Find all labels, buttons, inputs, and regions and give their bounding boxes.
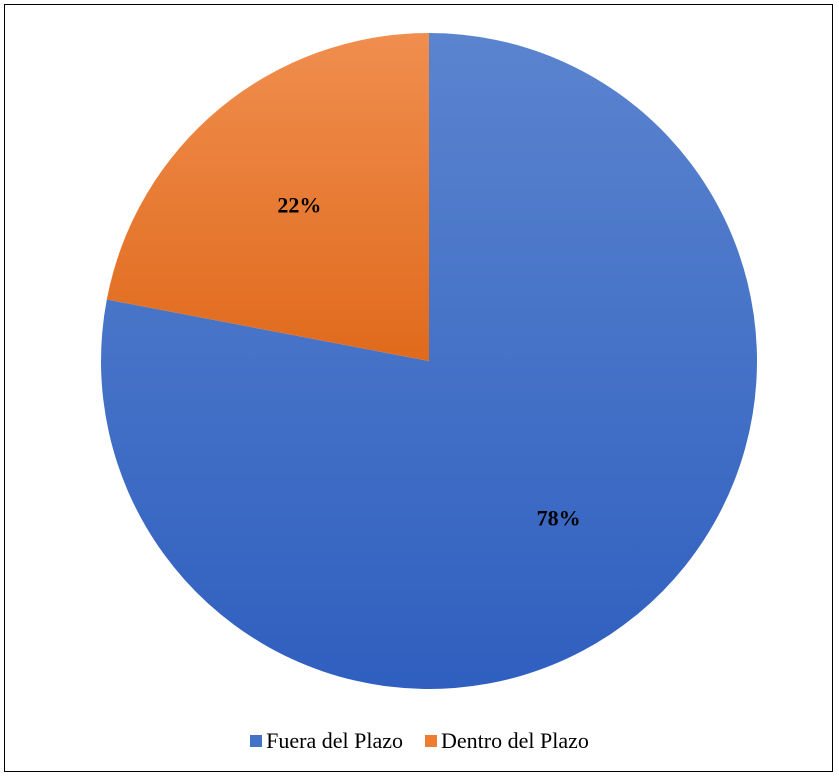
- pie-chart: 78% 22%: [100, 33, 757, 689]
- data-label-dentro-del-plazo: 22%: [277, 192, 321, 217]
- legend-item-fuera-del-plazo: Fuera del Plazo: [250, 728, 403, 754]
- data-label-fuera-del-plazo: 78%: [537, 506, 581, 531]
- legend-label-dentro-del-plazo: Dentro del Plazo: [441, 728, 589, 753]
- legend-label-fuera-del-plazo: Fuera del Plazo: [266, 728, 403, 753]
- legend-swatch-dentro-del-plazo: [425, 735, 437, 747]
- legend-item-dentro-del-plazo: Dentro del Plazo: [425, 728, 589, 754]
- pie-slice-dentro-del-plazo: [106, 33, 429, 361]
- legend: Fuera del Plazo Dentro del Plazo: [0, 728, 839, 754]
- legend-swatch-fuera-del-plazo: [250, 735, 263, 747]
- pie-slice-fuera-del-plazo: [100, 33, 757, 689]
